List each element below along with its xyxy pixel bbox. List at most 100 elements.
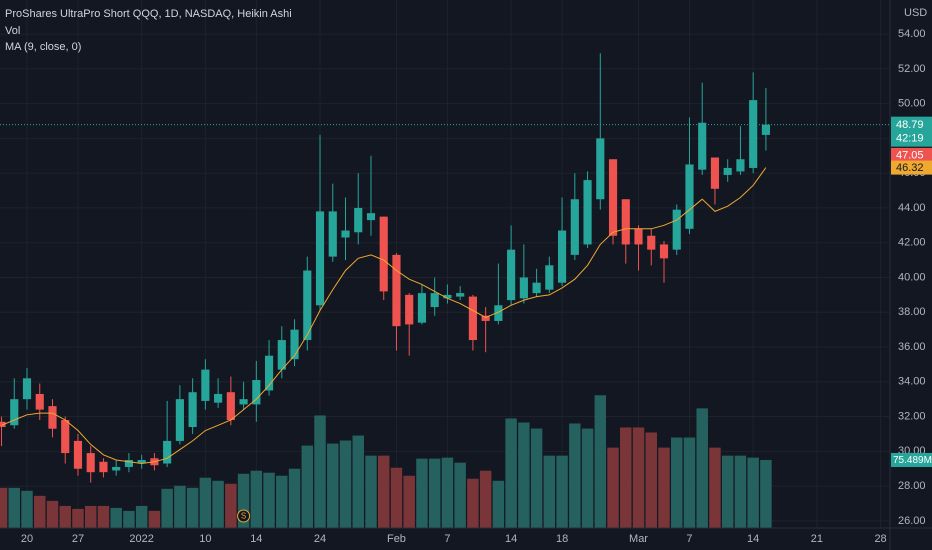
volume-bar <box>505 418 517 528</box>
candle-body <box>315 211 325 306</box>
candle-body <box>596 138 605 200</box>
y-tick-label: 44.00 <box>898 202 926 214</box>
y-tick-label: 42.00 <box>898 237 926 249</box>
ma-label: 46.32 <box>896 162 924 174</box>
last-price-tag <box>891 116 932 147</box>
indicator-label: Vol <box>5 25 20 37</box>
volume-bar <box>645 432 657 528</box>
volume-bar <box>530 428 543 528</box>
candle-body <box>35 393 44 410</box>
volume-bar <box>84 505 97 528</box>
candle-body <box>481 315 490 321</box>
volume-bar <box>8 487 21 528</box>
candle-body <box>124 460 134 467</box>
volume-bar <box>174 485 186 528</box>
candle-body <box>430 293 439 308</box>
candle-body <box>303 270 312 341</box>
volume-bar <box>734 455 747 528</box>
candle-body <box>456 293 465 297</box>
candle-body <box>583 180 592 245</box>
candle-body <box>507 249 516 301</box>
candle-body <box>519 277 528 299</box>
candle-body <box>710 157 720 189</box>
volume-bar <box>658 447 670 528</box>
y-tick-label: 54.00 <box>898 28 926 40</box>
x-tick-label: 20 <box>21 533 33 545</box>
x-tick-label: Mar <box>629 533 648 545</box>
volume-bar <box>569 423 581 528</box>
volume-bar <box>747 457 759 528</box>
candle-body <box>672 209 681 250</box>
event-marker <box>237 509 251 523</box>
x-tick-label: 14 <box>747 533 759 545</box>
candle-body <box>366 213 376 221</box>
candle-body <box>252 380 261 405</box>
candle-body <box>354 207 363 233</box>
volume-bar <box>390 467 403 528</box>
volume-bar <box>709 447 721 528</box>
volume-bar <box>352 435 364 528</box>
candle-body <box>558 230 567 283</box>
candle-body <box>698 122 707 170</box>
candle-body <box>22 378 32 400</box>
candle-body <box>277 340 286 370</box>
candle-body <box>10 399 19 426</box>
candle-body <box>188 392 197 427</box>
volume-bar <box>441 457 454 528</box>
candle-body <box>532 282 541 294</box>
candle-body <box>341 230 350 238</box>
volume-bar <box>301 445 314 528</box>
candle-body <box>214 393 223 403</box>
candle-body <box>163 440 172 464</box>
volume-bar <box>212 480 224 528</box>
candle-body <box>647 235 656 250</box>
y-tick-label: 52.00 <box>898 63 926 75</box>
volume-bar <box>416 458 428 528</box>
y-tick-label: 50.00 <box>898 98 926 110</box>
candle-body <box>685 164 694 229</box>
ma-tag <box>891 160 932 175</box>
y-tick-label: 36.00 <box>898 341 926 353</box>
last-price-label: 48.79 <box>896 119 924 131</box>
currency-label: USD <box>904 7 927 19</box>
volume-bar <box>581 428 594 528</box>
candle-body <box>570 199 579 255</box>
candle-body <box>443 294 452 299</box>
volume-bar <box>594 395 607 528</box>
candle-body <box>175 399 184 441</box>
candle-body <box>494 305 503 321</box>
candle-body <box>749 100 758 168</box>
candle-body <box>659 244 669 259</box>
volume-bar <box>161 488 173 528</box>
volume-bar <box>365 455 377 528</box>
x-tick-label: 27 <box>72 533 84 545</box>
volume-bar <box>620 427 632 528</box>
candle-body <box>405 294 414 325</box>
y-tick-label: 28.00 <box>898 480 926 492</box>
volume-bar <box>377 455 390 528</box>
x-tick-label: 2022 <box>129 533 153 545</box>
candle-body <box>201 369 210 401</box>
volume-bar <box>186 487 199 528</box>
x-tick-label: 7 <box>444 533 450 545</box>
axes: 26.0028.0030.0032.0034.0036.0038.0040.00… <box>21 28 932 545</box>
volume-tag <box>891 452 932 467</box>
x-tick-label: 14 <box>505 533 517 545</box>
candle-body <box>621 199 630 245</box>
volume-bar <box>683 437 696 528</box>
candle-body <box>48 406 57 429</box>
overlay: S <box>0 124 890 523</box>
volume-bar <box>276 475 288 528</box>
x-tick-label: 14 <box>250 533 262 545</box>
price-marker-tag <box>891 147 932 162</box>
volume-bar <box>314 415 326 528</box>
candle-body <box>99 461 108 473</box>
volume-bar <box>467 478 479 528</box>
volume-label: 75.489M <box>893 455 932 466</box>
volume-bar <box>479 470 492 528</box>
volume-bar <box>263 472 275 528</box>
volume-bar <box>327 443 339 528</box>
indicator-label: MA (9, close, 0) <box>5 41 81 53</box>
ma-line <box>1 167 767 465</box>
